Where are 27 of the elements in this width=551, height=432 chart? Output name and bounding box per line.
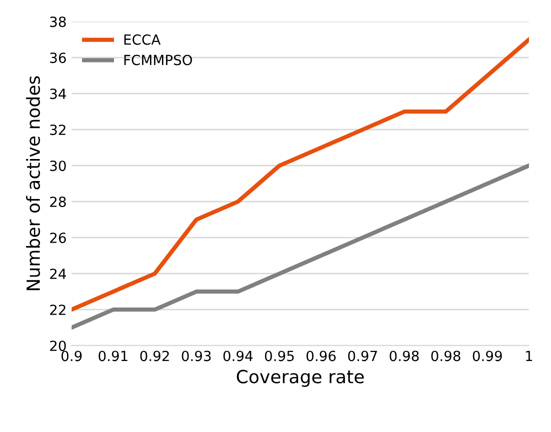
x-tick-label: 0.98: [431, 350, 460, 362]
y-tick-label: 36: [50, 52, 66, 64]
y-tick-label: 20: [50, 340, 66, 352]
y-tick-label: 32: [50, 124, 66, 136]
x-tick-label: 1: [526, 350, 532, 362]
y-tick-label: 38: [50, 16, 66, 28]
y-tick-label: 22: [50, 304, 66, 315]
legend-label: ECCA: [124, 34, 161, 45]
y-tick-label: 28: [50, 196, 66, 208]
line-series: [72, 164, 529, 330]
x-tick-label: 0.95: [264, 350, 294, 362]
legend-label: FCMMPSO: [124, 54, 192, 66]
y-tick-label: 26: [50, 232, 66, 244]
x-tick-label: 0.94: [223, 350, 253, 362]
x-tick-label: 0.91: [98, 350, 128, 362]
x-tick-label: 0.97: [348, 350, 377, 362]
x-tick-label: 0.9: [62, 350, 82, 362]
x-tick-label: 0.92: [140, 350, 169, 362]
x-tick-label: 0.99: [472, 350, 502, 362]
y-tick-label: 24: [50, 268, 66, 279]
x-axis-title: Coverage rate: [236, 370, 364, 387]
y-tick-label: 34: [50, 88, 66, 100]
x-tick-label: 0.98: [390, 350, 419, 362]
x-tick-label: 0.93: [182, 350, 211, 362]
x-tick-label: 0.96: [306, 350, 336, 362]
y-tick-label: 30: [50, 160, 66, 172]
y-axis-title: Number of active nodes: [26, 76, 40, 290]
